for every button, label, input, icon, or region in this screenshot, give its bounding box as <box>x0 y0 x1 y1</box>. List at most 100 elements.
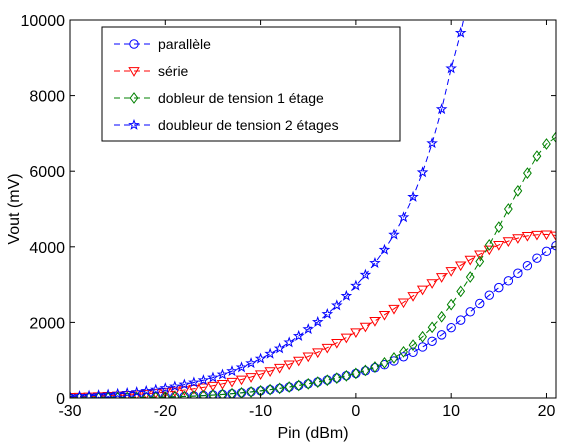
data-point <box>427 321 437 334</box>
data-point <box>512 234 524 244</box>
data-point <box>226 365 238 377</box>
data-point <box>475 298 485 309</box>
data-point <box>369 256 381 268</box>
legend-label: parallèle <box>158 36 211 52</box>
data-point <box>313 376 323 388</box>
data-point <box>216 379 229 390</box>
data-point <box>340 289 353 301</box>
data-point <box>121 386 133 398</box>
data-point <box>435 273 448 283</box>
data-point <box>351 367 361 380</box>
y-tick-label: 6000 <box>29 164 65 181</box>
data-point <box>294 379 304 392</box>
data-point <box>321 343 333 354</box>
data-point <box>73 390 86 398</box>
data-point <box>141 391 151 398</box>
x-tick-label: 20 <box>538 403 556 420</box>
data-point <box>332 372 342 385</box>
x-tick-label: -30 <box>58 403 81 420</box>
x-axis: -30 -20 -10 0 10 20 <box>58 20 555 420</box>
data-point <box>331 338 343 349</box>
data-point <box>197 383 210 394</box>
data-point <box>92 389 105 398</box>
data-point <box>322 374 332 387</box>
data-point <box>380 356 389 369</box>
data-point <box>445 267 457 277</box>
data-point <box>273 363 286 374</box>
data-point <box>484 290 494 300</box>
data-point <box>484 239 494 251</box>
data-point <box>407 190 419 202</box>
data-point <box>454 26 467 38</box>
data-point <box>502 237 515 247</box>
data-point <box>426 137 438 149</box>
x-tick-label: -10 <box>249 403 272 420</box>
data-point <box>378 243 391 255</box>
data-point <box>456 315 466 325</box>
data-point <box>446 298 456 311</box>
series-4 <box>70 20 467 398</box>
data-point <box>227 387 237 398</box>
data-point <box>178 378 191 390</box>
data-point <box>465 271 475 283</box>
data-point <box>418 330 427 343</box>
data-point <box>416 166 429 178</box>
data-point <box>437 310 447 323</box>
data-point <box>540 230 553 241</box>
data-point <box>426 279 438 289</box>
data-point <box>503 276 514 286</box>
series-line <box>70 20 465 397</box>
data-point <box>102 388 114 398</box>
legend-item: parallèle <box>114 36 211 52</box>
data-point <box>246 386 256 398</box>
data-point <box>370 361 380 373</box>
data-point <box>397 211 410 223</box>
data-point <box>293 356 305 367</box>
data-point <box>160 391 170 398</box>
data-point <box>197 374 210 386</box>
data-point <box>350 328 362 339</box>
data-point <box>283 336 295 348</box>
data-point <box>284 381 294 393</box>
data-point <box>312 348 324 359</box>
data-point <box>321 307 334 320</box>
data-point <box>151 391 161 398</box>
data-point <box>216 368 229 380</box>
data-point <box>542 138 551 150</box>
data-point <box>474 250 486 261</box>
data-point <box>302 323 315 335</box>
legend-label: série <box>158 63 189 79</box>
data-point <box>455 261 467 272</box>
data-point <box>130 386 143 398</box>
data-point <box>389 356 399 366</box>
legend-label: dobleur de tension 1 étage <box>158 90 324 106</box>
data-point <box>207 381 219 392</box>
data-point <box>494 282 504 293</box>
data-point <box>399 346 408 358</box>
y-tick-label: 10000 <box>21 13 66 30</box>
data-point <box>245 357 257 369</box>
data-point <box>111 387 124 398</box>
data-point <box>302 352 314 363</box>
data-point <box>483 245 495 256</box>
data-point <box>303 377 313 390</box>
data-point <box>189 390 199 398</box>
data-point <box>398 352 409 362</box>
data-point <box>94 391 103 398</box>
legend-item: dobleur de tension 1 étage <box>114 90 324 106</box>
data-point <box>359 268 372 280</box>
data-point <box>199 389 208 398</box>
data-point <box>331 299 343 311</box>
legend-label: doubleur de tension 2 étages <box>158 117 339 133</box>
data-point <box>408 339 418 351</box>
data-point <box>311 315 324 327</box>
data-point <box>273 342 286 354</box>
data-point <box>170 390 180 398</box>
data-point <box>341 370 351 382</box>
legend-marker <box>128 67 140 77</box>
y-tick-label: 4000 <box>29 240 65 257</box>
legend: parallèle série dobleur de tension 1 étage… <box>101 26 401 142</box>
data-point <box>207 371 219 383</box>
